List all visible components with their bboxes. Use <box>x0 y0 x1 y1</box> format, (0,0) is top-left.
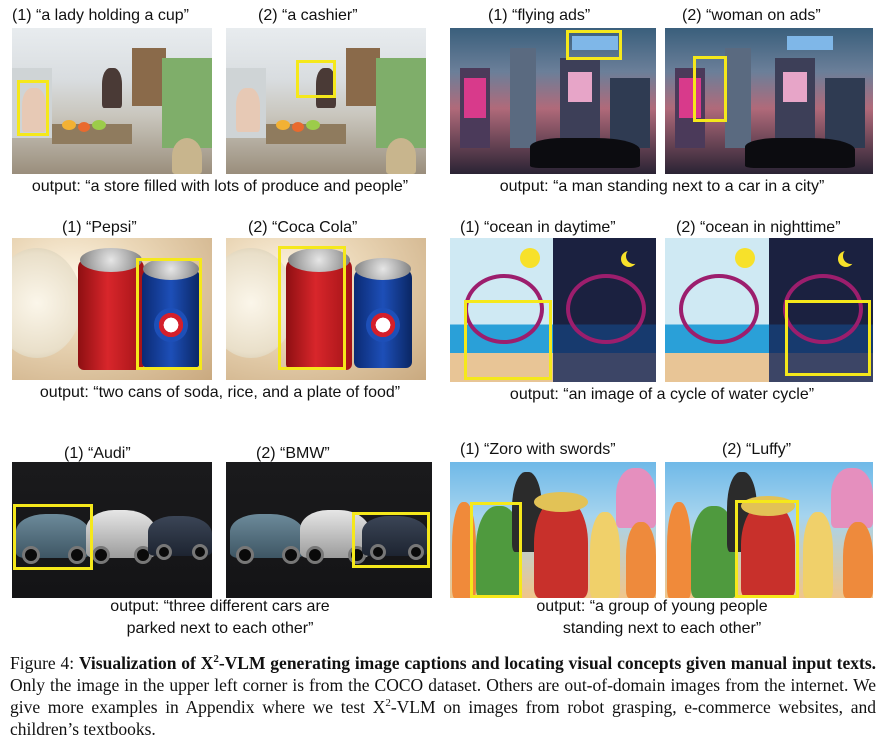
soda-image-1 <box>12 238 212 380</box>
store-label-1: (1) “a lady holding a cup” <box>12 7 189 24</box>
cars-label-2: (2) “BMW” <box>256 445 330 462</box>
city-image-1 <box>450 28 656 174</box>
city-label-1: (1) “flying ads” <box>488 7 591 24</box>
anime-box-luffy <box>735 500 799 598</box>
city-box-flying-ads <box>566 30 622 60</box>
cars-image-1 <box>12 462 212 598</box>
cars-output-line1: output: “three different cars are <box>110 598 330 615</box>
soda-label-2: (2) “Coca Cola” <box>248 219 358 236</box>
water-box-daytime <box>464 300 552 380</box>
anime-label-2: (2) “Luffy” <box>722 441 792 458</box>
anime-image-2 <box>665 462 873 598</box>
store-box-lady <box>17 80 49 136</box>
water-image-2 <box>665 238 873 382</box>
figure-label: Figure 4: <box>10 653 75 673</box>
caption-bold-2: -VLM generating image captions and locat… <box>218 653 877 673</box>
soda-label-1: (1) “Pepsi” <box>62 219 137 236</box>
water-label-2: (2) “ocean in nighttime” <box>676 219 841 236</box>
cars-image-2 <box>226 462 432 598</box>
water-image-1 <box>450 238 656 382</box>
caption-rest-1: Only the image in the upper left corner … <box>10 675 876 717</box>
store-image-2 <box>226 28 426 174</box>
soda-image-2 <box>226 238 426 380</box>
caption-bold-sup: 2 <box>213 653 219 666</box>
cars-output-line2: parked next to each other” <box>126 620 314 637</box>
city-image-2 <box>665 28 873 174</box>
water-output: output: “an image of a cycle of water cy… <box>509 386 815 403</box>
cars-box-audi <box>13 504 93 570</box>
city-output: output: “a man standing next to a car in… <box>499 178 825 195</box>
soda-output: output: “two cans of soda, rice, and a p… <box>39 384 401 401</box>
city-box-woman <box>693 56 727 122</box>
caption-rest-2: -VLM on images from robot grasping, e-co… <box>10 697 877 739</box>
store-label-2: (2) “a cashier” <box>258 7 358 24</box>
soda-box-pepsi <box>136 258 202 370</box>
anime-output-line2: standing next to each other” <box>562 620 762 637</box>
anime-box-zoro <box>470 502 522 598</box>
cars-box-bmw <box>352 512 430 568</box>
anime-image-1 <box>450 462 656 598</box>
anime-label-1: (1) “Zoro with swords” <box>460 441 616 458</box>
store-image-1 <box>12 28 212 174</box>
water-label-1: (1) “ocean in daytime” <box>460 219 616 236</box>
city-label-2: (2) “woman on ads” <box>682 7 821 24</box>
caption-bold-1: Visualization of X <box>78 653 214 673</box>
anime-output-line1: output: “a group of young people <box>536 598 768 615</box>
cars-label-1: (1) “Audi” <box>64 445 131 462</box>
caption-rest-sup: 2 <box>385 697 391 710</box>
water-box-nighttime <box>785 300 871 376</box>
store-output: output: “a store filled with lots of pro… <box>31 178 409 195</box>
soda-box-coca-cola <box>278 246 346 370</box>
store-box-cashier <box>296 60 336 98</box>
figure-caption: Figure 4: Visualization of X2-VLM genera… <box>10 652 876 740</box>
